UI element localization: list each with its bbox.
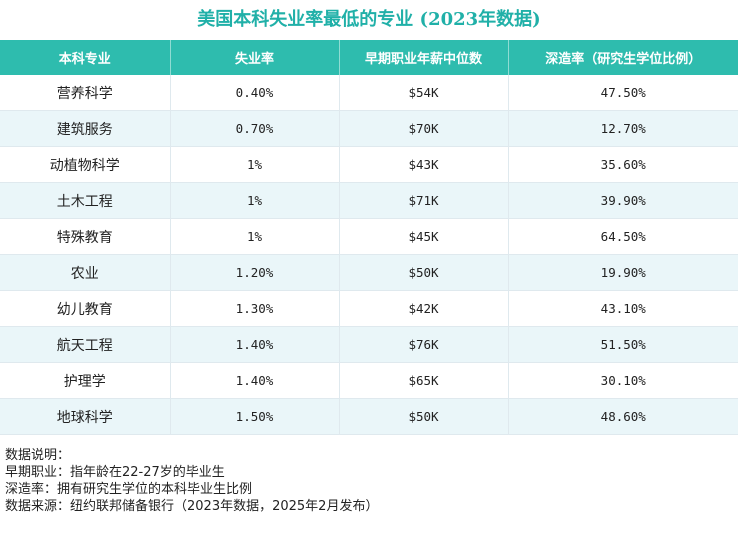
cell-early-career-salary: $43K <box>339 146 509 183</box>
table-row: 土木工程 1% $71K 39.90% <box>0 182 738 219</box>
cell-grad-degree-rate: 48.60% <box>508 398 738 435</box>
cell-unemployment-rate: 1.50% <box>170 398 340 435</box>
cell-major: 特殊教育 <box>0 218 171 255</box>
cell-grad-degree-rate: 30.10% <box>508 362 738 399</box>
page-title: 美国本科失业率最低的专业 (2023年数据) <box>197 9 541 30</box>
cell-grad-degree-rate: 64.50% <box>508 218 738 255</box>
cell-grad-degree-rate: 51.50% <box>508 326 738 363</box>
table-row: 建筑服务 0.70% $70K 12.70% <box>0 110 738 147</box>
table-row: 地球科学 1.50% $50K 48.60% <box>0 398 738 435</box>
cell-early-career-salary: $76K <box>339 326 509 363</box>
cell-early-career-salary: $71K <box>339 182 509 219</box>
cell-major: 农业 <box>0 254 171 291</box>
cell-major: 航天工程 <box>0 326 171 363</box>
cell-unemployment-rate: 1.40% <box>170 326 340 363</box>
cell-unemployment-rate: 1.30% <box>170 290 340 327</box>
cell-grad-degree-rate: 43.10% <box>508 290 738 327</box>
note-grad-rate: 深造率：拥有研究生学位的本科毕业生比例 <box>5 482 253 497</box>
table-row: 幼儿教育 1.30% $42K 43.10% <box>0 290 738 327</box>
majors-table: 本科专业 失业率 早期职业年薪中位数 深造率（研究生学位比例） 营养科学 0.4… <box>0 40 738 435</box>
table-row: 特殊教育 1% $45K 64.50% <box>0 218 738 255</box>
cell-major: 动植物科学 <box>0 146 171 183</box>
table-row: 动植物科学 1% $43K 35.60% <box>0 146 738 183</box>
cell-major: 幼儿教育 <box>0 290 171 327</box>
cell-early-career-salary: $50K <box>339 254 509 291</box>
table-row: 营养科学 0.40% $54K 47.50% <box>0 75 738 111</box>
cell-major: 护理学 <box>0 362 171 399</box>
cell-unemployment-rate: 0.70% <box>170 110 340 147</box>
note-data-source: 数据来源：纽约联邦储备银行（2023年数据，2025年2月发布） <box>5 499 379 514</box>
column-header-major: 本科专业 <box>0 40 171 75</box>
cell-grad-degree-rate: 35.60% <box>508 146 738 183</box>
cell-unemployment-rate: 1% <box>170 218 340 255</box>
table-row: 航天工程 1.40% $76K 51.50% <box>0 326 738 363</box>
note-early-career: 早期职业：指年龄在22-27岁的毕业生 <box>5 465 225 480</box>
cell-early-career-salary: $70K <box>339 110 509 147</box>
cell-early-career-salary: $50K <box>339 398 509 435</box>
column-header-early-career-salary: 早期职业年薪中位数 <box>339 40 509 75</box>
cell-early-career-salary: $45K <box>339 218 509 255</box>
cell-early-career-salary: $54K <box>339 75 509 111</box>
data-notes: 数据说明： 早期职业：指年龄在22-27岁的毕业生 深造率：拥有研究生学位的本科… <box>0 435 738 515</box>
cell-grad-degree-rate: 39.90% <box>508 182 738 219</box>
cell-early-career-salary: $65K <box>339 362 509 399</box>
cell-unemployment-rate: 1% <box>170 182 340 219</box>
column-header-grad-degree-rate: 深造率（研究生学位比例） <box>508 40 738 75</box>
cell-major: 地球科学 <box>0 398 171 435</box>
notes-heading: 数据说明： <box>5 448 71 463</box>
cell-grad-degree-rate: 47.50% <box>508 75 738 111</box>
cell-grad-degree-rate: 19.90% <box>508 254 738 291</box>
cell-unemployment-rate: 1.20% <box>170 254 340 291</box>
cell-grad-degree-rate: 12.70% <box>508 110 738 147</box>
cell-major: 营养科学 <box>0 75 171 111</box>
table-header-row: 本科专业 失业率 早期职业年薪中位数 深造率（研究生学位比例） <box>0 40 738 75</box>
table-row: 农业 1.20% $50K 19.90% <box>0 254 738 291</box>
table-row: 护理学 1.40% $65K 30.10% <box>0 362 738 399</box>
cell-unemployment-rate: 0.40% <box>170 75 340 111</box>
cell-early-career-salary: $42K <box>339 290 509 327</box>
cell-unemployment-rate: 1.40% <box>170 362 340 399</box>
cell-unemployment-rate: 1% <box>170 146 340 183</box>
column-header-unemployment-rate: 失业率 <box>170 40 340 75</box>
cell-major: 土木工程 <box>0 182 171 219</box>
cell-major: 建筑服务 <box>0 110 171 147</box>
